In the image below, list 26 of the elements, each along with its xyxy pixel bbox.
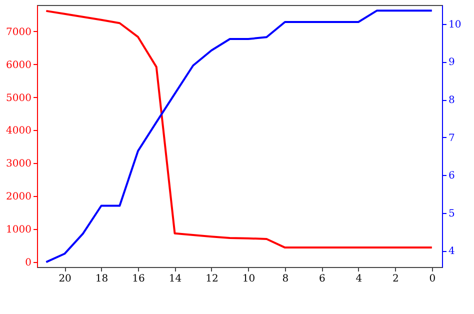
y2-tick-label: 9	[448, 57, 455, 68]
x-tick-label: 18	[95, 274, 108, 284]
x-tick-label: 10	[242, 274, 256, 284]
x-tick-label: 2	[392, 274, 399, 284]
y2-tick-label: 8	[448, 95, 455, 106]
y2-tick-label: 4	[448, 246, 455, 258]
x-tick-label: 6	[319, 274, 326, 284]
y-tick-label: 2000	[6, 192, 32, 203]
x-tick-label: 0	[429, 274, 436, 284]
y-tick-label: 3000	[6, 158, 32, 170]
y-tick-label: 6000	[6, 60, 32, 71]
x-tick-label: 16	[132, 274, 145, 284]
y-tick-label: 7000	[6, 26, 32, 38]
y-tick-label: 5000	[6, 92, 32, 104]
y-tick-label: 4000	[6, 126, 32, 137]
y2-tick-label: 10	[448, 19, 462, 30]
y-tick-label: 0	[25, 258, 32, 269]
y-tick-label: 1000	[6, 224, 32, 236]
x-tick-label: 4	[356, 274, 362, 284]
x-tick-label: 20	[58, 274, 72, 284]
x-tick-label: 14	[168, 274, 182, 284]
x-tick-label: 8	[282, 274, 289, 284]
y2-tick-label: 7	[448, 132, 455, 144]
y2-tick-label: 6	[448, 170, 455, 182]
y2-tick-label: 5	[448, 208, 455, 220]
x-tick-label: 12	[206, 274, 218, 284]
